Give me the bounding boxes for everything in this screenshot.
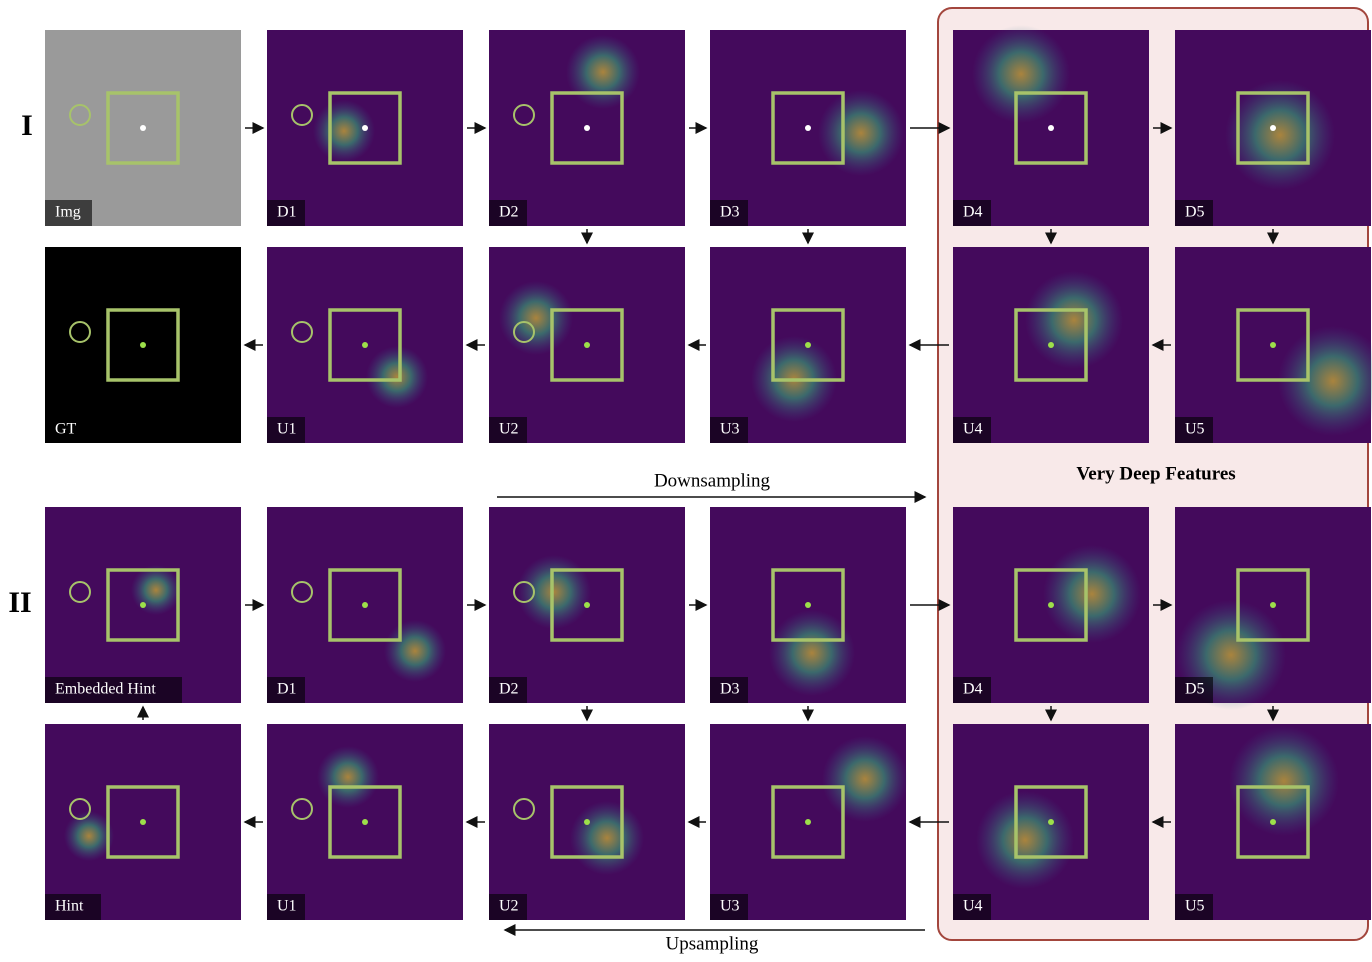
target-dot — [1270, 602, 1276, 608]
target-dot — [805, 602, 811, 608]
target-dot — [805, 342, 811, 348]
activation — [976, 791, 1074, 889]
tile-label: D3 — [720, 204, 740, 221]
tile-label: U4 — [963, 898, 983, 915]
activation — [1043, 545, 1141, 643]
tile-label: D4 — [963, 681, 983, 698]
tile-label: U3 — [720, 898, 740, 915]
target-dot — [1270, 125, 1276, 131]
activation — [1225, 80, 1335, 190]
tile-label: Img — [55, 204, 81, 221]
target-dot — [362, 342, 368, 348]
activation — [566, 35, 640, 109]
tile-label: D2 — [499, 681, 519, 698]
tile-label: D1 — [277, 204, 297, 221]
target-dot — [1048, 342, 1054, 348]
target-dot — [1270, 342, 1276, 348]
activation — [313, 100, 375, 162]
tile-label: D4 — [963, 204, 983, 221]
figure: Very Deep Features Downsampling Upsampli… — [0, 0, 1372, 957]
tile-label: Hint — [55, 898, 84, 915]
target-dot — [584, 342, 590, 348]
tile-label: U2 — [499, 898, 519, 915]
activation — [384, 620, 446, 682]
target-dot — [140, 602, 146, 608]
upsampling-label: Upsampling — [666, 933, 759, 954]
tile-label: U5 — [1185, 421, 1205, 438]
tile-label: U4 — [963, 421, 983, 438]
activation — [822, 736, 908, 822]
target-dot — [1048, 819, 1054, 825]
tile-label: Embedded Hint — [55, 681, 156, 698]
section-label: II — [8, 586, 31, 619]
panel-title: Very Deep Features — [1076, 463, 1235, 484]
activation — [517, 555, 591, 629]
activation — [317, 746, 379, 808]
activation — [131, 565, 181, 615]
tile-label: U1 — [277, 898, 297, 915]
tile-label: U2 — [499, 421, 519, 438]
activation — [570, 801, 644, 875]
target-dot — [362, 125, 368, 131]
target-dot — [140, 819, 146, 825]
target-dot — [805, 125, 811, 131]
tile-label: U3 — [720, 421, 740, 438]
target-dot — [1048, 125, 1054, 131]
target-dot — [362, 602, 368, 608]
target-dot — [140, 342, 146, 348]
target-dot — [584, 602, 590, 608]
target-dot — [805, 819, 811, 825]
target-dot — [362, 819, 368, 825]
target-dot — [1048, 602, 1054, 608]
downsampling-label: Downsampling — [654, 470, 771, 491]
tile-label: D3 — [720, 681, 740, 698]
tile-label: D2 — [499, 204, 519, 221]
activation — [499, 281, 573, 355]
tile-label: U5 — [1185, 898, 1205, 915]
tile-label: U1 — [277, 421, 297, 438]
section-label: I — [21, 109, 33, 142]
target-dot — [140, 125, 146, 131]
activation — [1025, 271, 1123, 369]
activation — [1229, 726, 1339, 836]
target-dot — [1270, 819, 1276, 825]
target-dot — [584, 125, 590, 131]
tile-label: D1 — [277, 681, 297, 698]
tile-label: GT — [55, 421, 77, 438]
tile-label: D5 — [1185, 681, 1205, 698]
tile-label: D5 — [1185, 204, 1205, 221]
activation — [366, 346, 428, 408]
target-dot — [584, 819, 590, 825]
activation — [972, 25, 1070, 123]
